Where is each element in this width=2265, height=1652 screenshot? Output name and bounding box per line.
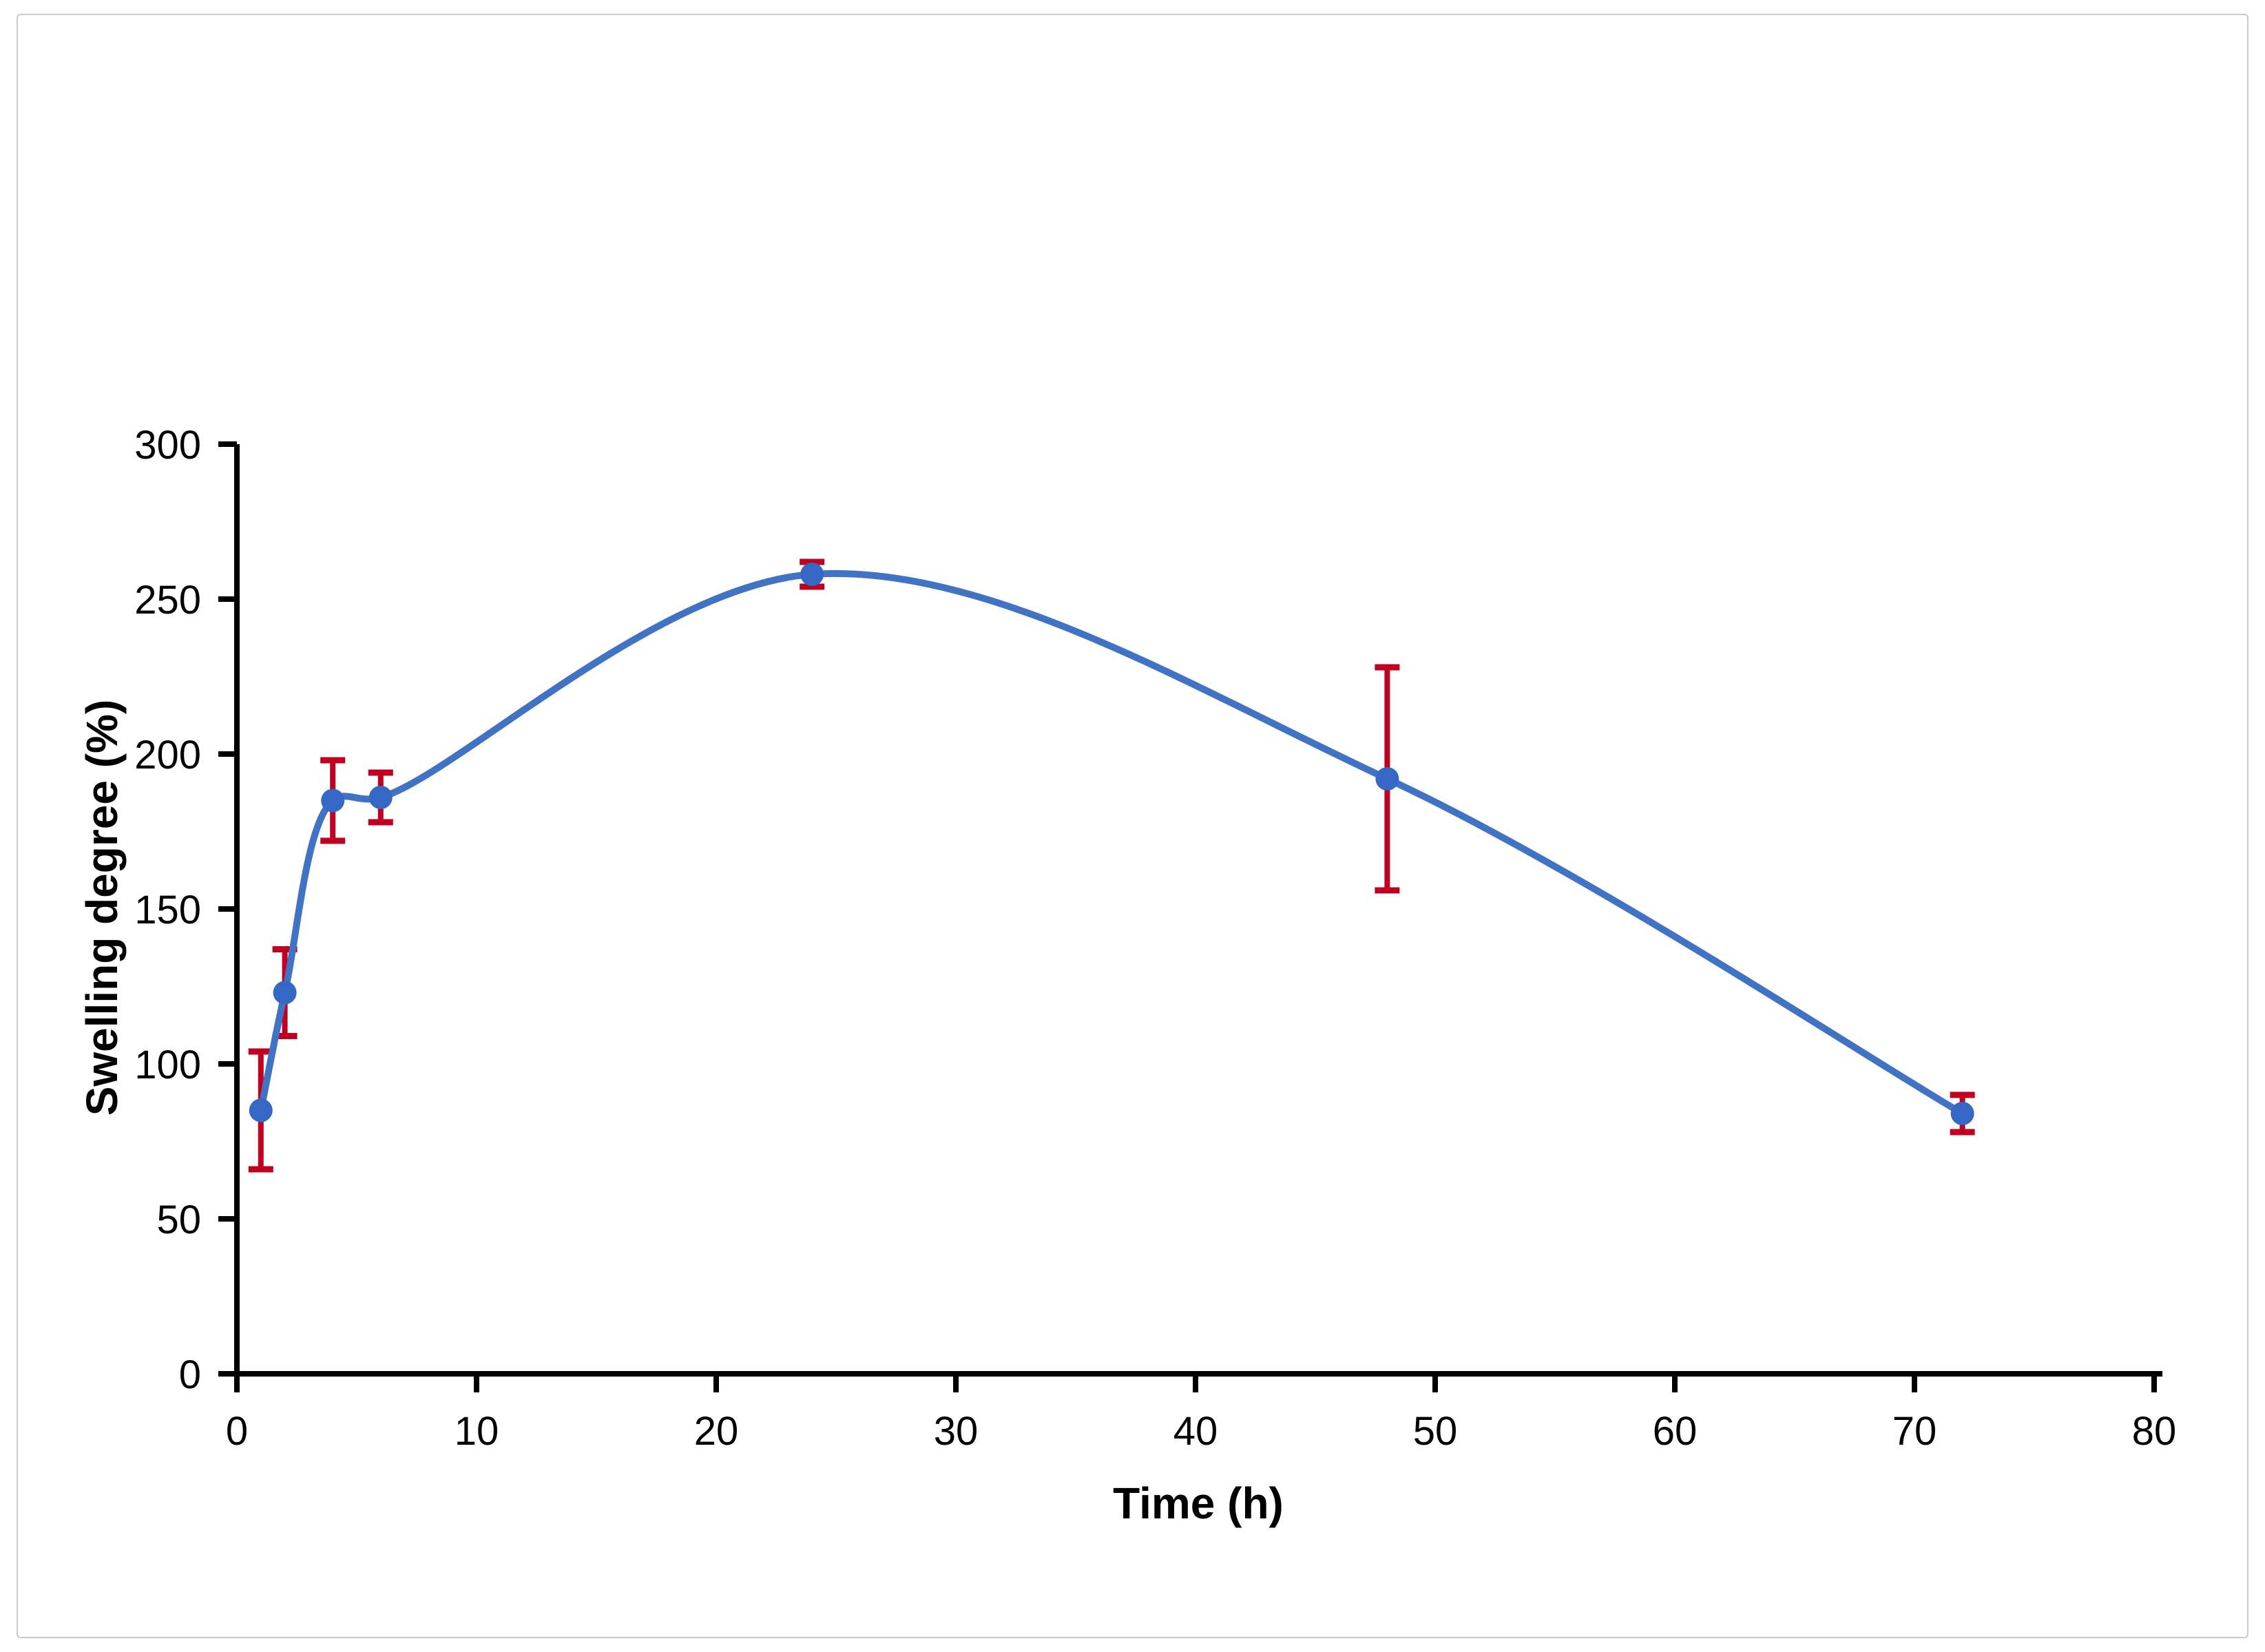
y-tick-label: 100 (134, 1043, 201, 1087)
x-tick-label: 70 (1892, 1409, 1937, 1454)
y-tick-label: 200 (134, 733, 201, 777)
data-point-marker (321, 788, 345, 813)
data-point-marker (1375, 767, 1399, 791)
x-tick-label: 10 (455, 1409, 499, 1454)
axes: 0 50 100 150 200 250 300 0 10 20 30 40 50 60 70 80 (134, 423, 2176, 1454)
data-point-marker (273, 981, 297, 1005)
y-tick-label: 300 (134, 423, 201, 468)
x-tick-label: 20 (694, 1409, 739, 1454)
y-tick-label: 50 (156, 1198, 201, 1242)
x-tick-label: 0 (226, 1409, 248, 1454)
y-tick-label: 0 (179, 1352, 201, 1397)
error-bars (248, 558, 1975, 1173)
series-line (257, 569, 1966, 1117)
series (249, 563, 1974, 1125)
data-point-marker (1950, 1102, 1974, 1125)
x-tick-label: 30 (934, 1409, 979, 1454)
data-point-marker (249, 1098, 273, 1122)
x-tick-label: 40 (1173, 1409, 1218, 1454)
figure-border-frame (17, 14, 2248, 1638)
data-point-marker (368, 786, 393, 809)
x-axis-title: Time (h) (1113, 1478, 1284, 1528)
x-tick-label: 80 (2132, 1409, 2177, 1454)
x-tick-label: 60 (1653, 1409, 1698, 1454)
y-tick-label: 250 (134, 578, 201, 623)
y-tick-label: 150 (134, 888, 201, 932)
x-tick-label: 50 (1413, 1409, 1458, 1454)
y-axis-title: Swelling degree (%) (77, 700, 127, 1116)
data-point-marker (800, 563, 824, 586)
